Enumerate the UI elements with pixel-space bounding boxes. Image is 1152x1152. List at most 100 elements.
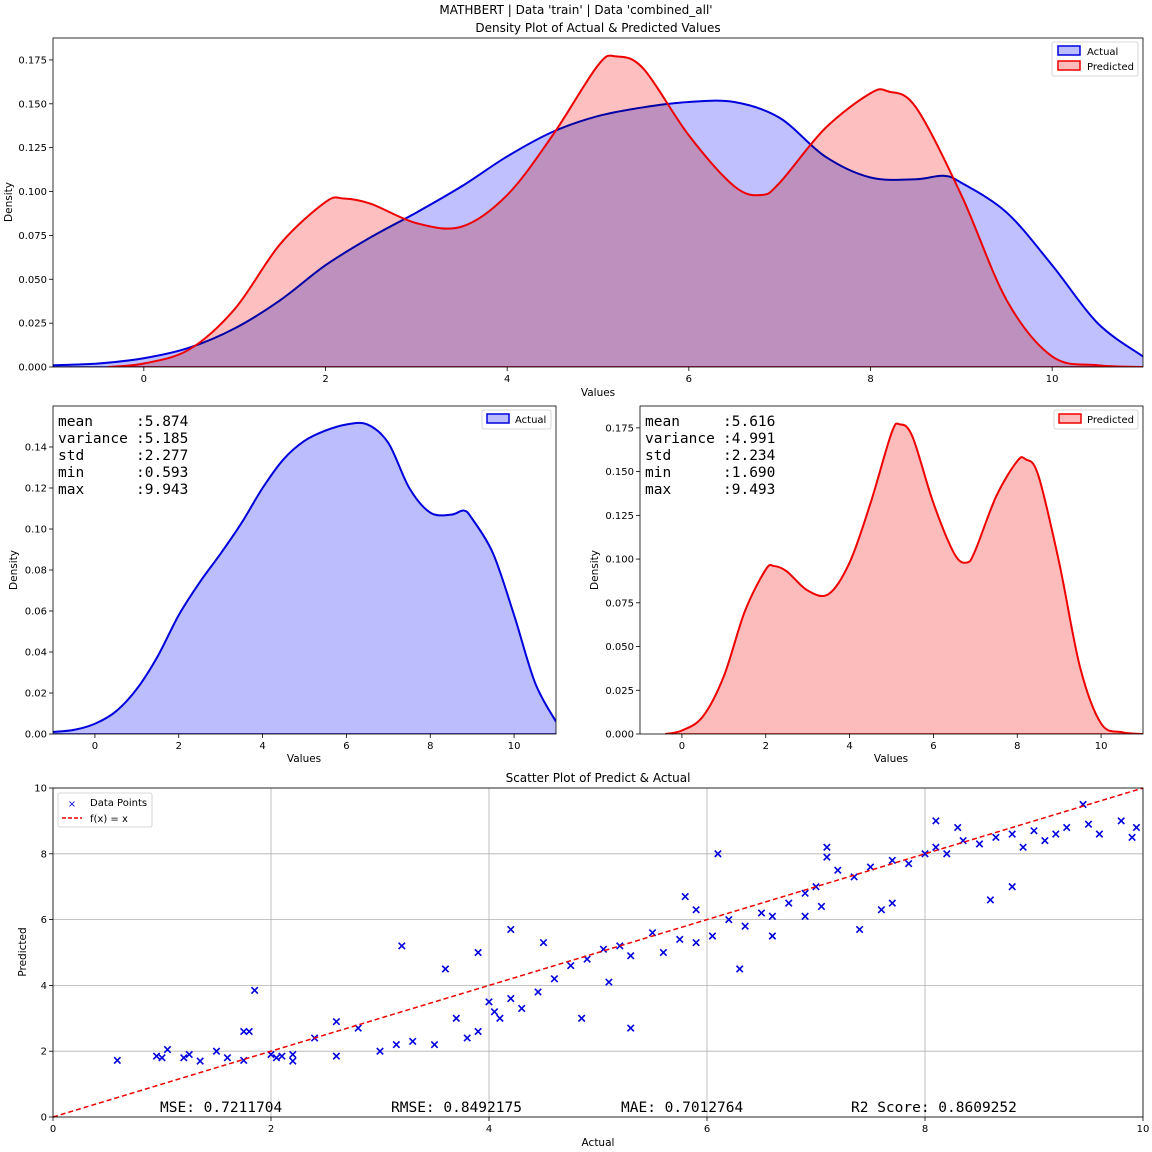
point-stroke [725,915,733,924]
y-tick-label: 0.075 [18,231,47,242]
point-stroke [577,1014,586,1023]
scatter-point [577,1014,586,1023]
plot-area [664,422,1143,734]
scatter-point [823,853,831,861]
y-tick-label: 0.125 [18,143,47,154]
scatter-point [332,1052,341,1060]
scatter-point [943,850,951,858]
scatter-point [474,1027,482,1036]
stat-label: max [645,482,671,498]
point-stroke [757,909,766,917]
scatter-point [158,1054,166,1062]
scatter-point [507,994,515,1003]
point-stroke [1132,823,1141,832]
x-tick-label: 10 [508,741,521,752]
y-tick-label: 0.02 [25,689,47,700]
scatter-point [801,912,809,921]
x-tick-label: 4 [486,1124,492,1135]
point-stroke [932,843,940,851]
scatter-point [566,961,575,970]
scatter-point [1008,882,1016,891]
point-stroke [692,905,700,914]
scatter-point [245,1027,253,1036]
point-stroke [850,873,858,881]
point-stroke [212,1047,221,1055]
point-stroke [267,1050,275,1059]
y-tick-label: 0.150 [18,99,47,110]
x-tick-label: 0 [92,741,98,752]
y-tick-label: 8 [41,849,47,860]
y-tick-label: 0.175 [605,423,634,434]
legend-predicted-label: Predicted [1087,415,1134,426]
legend-predicted-label: Predicted [1087,62,1134,73]
point-stroke [681,892,689,901]
scatter-point [975,840,984,848]
scatter-point [850,873,858,881]
point-stroke [250,986,259,995]
scatter-point [888,856,897,865]
metrics-row: MSE: 0.7211704 RMSE: 0.8492175 MAE: 0.7012… [160,1100,1017,1116]
point-stroke [888,856,897,865]
point-stroke [986,896,995,904]
scatter-point [681,892,689,901]
scatter-point [223,1054,232,1062]
plot-area [53,421,556,734]
point-stroke [659,948,668,957]
x-tick-label: 0 [50,1124,56,1135]
scatter-point [550,975,559,983]
point-stroke [877,905,886,914]
x-tick-label: 8 [922,1124,928,1135]
density-combined-ylabel: Density [3,182,15,222]
scatter-point [1019,843,1027,851]
scatter-point [768,932,777,940]
point-stroke [741,922,749,930]
point-stroke [163,1045,172,1054]
stat-value: :5.874 [136,414,189,430]
scatter-point [376,1047,384,1055]
y-tick-label: 0.125 [605,511,634,522]
scatter-point [1062,823,1071,832]
scatter-point [605,978,613,986]
scatter-point [289,1057,297,1065]
x-tick-label: 6 [686,374,692,385]
scatter-point [992,833,1000,842]
y-tick-label: 0.000 [18,363,47,374]
point-stroke [1008,830,1016,838]
scatter-point [196,1057,204,1065]
stat-label: std [58,448,84,464]
x-tick-label: 10 [1046,374,1059,385]
x-tick-label: 6 [930,741,936,752]
y-tick-label: 2 [41,1047,47,1058]
scatter-point [539,938,548,947]
scatter-point [735,965,744,973]
x-tick-label: 2 [176,741,182,752]
scatter-legend: × Data Points f(x) = x [57,792,153,828]
actual-stats-box: mean:5.874 variance:5.185 std:2.277 min:0.5… [58,414,189,498]
point-stroke [675,935,684,944]
x-tick-label: 8 [427,741,433,752]
y-tick-label: 0.100 [605,555,634,566]
scatter-point [113,1056,122,1065]
scatter-point [1117,817,1125,825]
point-stroke [1052,830,1060,838]
x-tick-label: 0 [679,741,685,752]
point-stroke [1117,817,1125,825]
scatter-point [834,866,842,875]
legend-points-label: Data Points [90,798,147,809]
scatter-point [1008,830,1016,838]
scatter-title: Scatter Plot of Predict & Actual [506,771,691,785]
point-stroke [245,1027,253,1036]
x-tick-label: 10 [1137,1124,1150,1135]
y-tick-label: 0.075 [605,598,634,609]
x-tick-label: 10 [1095,741,1108,752]
legend-actual-label: Actual [1087,47,1118,58]
density-combined-xlabel: Values [581,387,615,399]
point-stroke [768,932,777,940]
point-stroke [354,1024,362,1032]
scatter-point [441,965,450,973]
stat-value: :5.616 [723,414,775,430]
scatter-point [474,948,482,957]
stat-label: min [645,465,671,481]
y-tick-label: 6 [41,915,47,926]
x-tick-label: 0 [141,374,147,385]
